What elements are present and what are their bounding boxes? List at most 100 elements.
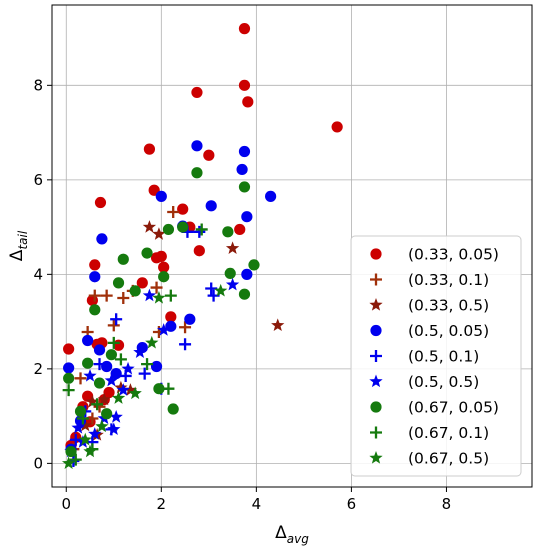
legend-label: (0.33, 0.5) [408, 297, 489, 315]
x-axis-label: Δavg [275, 523, 309, 546]
data-point [155, 190, 167, 202]
data-point [184, 313, 196, 325]
legend-marker [370, 248, 382, 260]
data-point [236, 163, 248, 176]
x-tick-label: 2 [157, 495, 167, 513]
series-2 [78, 220, 285, 441]
data-point [62, 384, 75, 397]
data-point [117, 253, 129, 265]
legend-box [350, 235, 522, 477]
data-point [88, 427, 102, 440]
data-point [104, 373, 119, 387]
data-point [93, 358, 106, 371]
data-point [145, 335, 159, 349]
data-point [225, 277, 240, 291]
data-point [143, 143, 156, 155]
data-point [248, 259, 260, 271]
data-point [114, 353, 127, 366]
legend-marker [370, 273, 382, 286]
data-point [150, 360, 163, 373]
legend-item: (0.5, 0.1) [370, 348, 479, 366]
data-point [76, 412, 89, 425]
data-point [234, 223, 246, 236]
data-point [107, 422, 121, 436]
y-tick-label: 0 [33, 454, 43, 472]
data-point [101, 408, 113, 420]
y-tick-label: 4 [33, 265, 43, 283]
series-7 [62, 223, 208, 466]
legend-item: (0.33, 0.1) [370, 271, 489, 289]
data-point [103, 386, 115, 399]
data-point [214, 283, 228, 297]
data-point [138, 367, 151, 380]
data-point [121, 361, 135, 375]
data-point [65, 445, 77, 458]
data-point [85, 394, 100, 408]
data-point [128, 386, 142, 400]
legend-item: (0.33, 0.5) [369, 297, 489, 315]
data-point [78, 432, 92, 446]
data-point [179, 321, 192, 334]
data-point [95, 419, 109, 433]
data-point [74, 372, 87, 385]
data-point [225, 241, 240, 255]
x-tick-label: 4 [252, 495, 262, 513]
data-point [238, 145, 251, 158]
legend-label: (0.33, 0.05) [408, 246, 499, 264]
legend-marker [369, 451, 383, 464]
data-point [94, 196, 107, 209]
data-point [191, 167, 203, 179]
data-point [110, 367, 122, 380]
data-point [195, 223, 208, 236]
data-point [241, 268, 253, 280]
data-point [153, 383, 165, 395]
legend-item: (0.67, 0.5) [369, 450, 489, 468]
legend-item: (0.5, 0.05) [370, 322, 489, 340]
legend-item: (0.67, 0.1) [370, 424, 489, 442]
data-point [63, 343, 75, 355]
data-point [224, 267, 236, 280]
data-point [179, 338, 192, 351]
series-0 [63, 23, 343, 452]
data-point [89, 271, 101, 283]
legend-label: (0.67, 0.05) [408, 399, 499, 417]
legend-item: (0.33, 0.05) [370, 246, 499, 264]
y-axis-label-base: Δ [7, 249, 27, 261]
data-point [177, 221, 189, 233]
x-tick-label: 8 [442, 495, 452, 513]
data-point [193, 225, 206, 238]
data-point [162, 382, 175, 395]
legend-label: (0.5, 0.05) [408, 322, 489, 340]
data-point [222, 226, 234, 238]
data-point [107, 319, 120, 332]
data-point [71, 420, 85, 434]
legend-marker [369, 298, 383, 311]
data-point [69, 453, 82, 466]
legend-label: (0.33, 0.1) [408, 271, 489, 289]
data-point [152, 290, 166, 304]
data-point [107, 336, 120, 349]
data-point [141, 247, 153, 259]
data-point [242, 96, 254, 108]
axis-ticks: 0 2 4 6 8 0 2 4 6 8 [33, 76, 451, 513]
series-1 [67, 205, 192, 456]
data-point [162, 223, 175, 236]
data-point [133, 345, 147, 358]
data-point [93, 344, 106, 356]
data-point [63, 362, 75, 374]
data-point [82, 357, 94, 369]
data-point [238, 23, 251, 35]
data-point [83, 444, 97, 458]
data-point [191, 86, 203, 99]
data-point [141, 358, 154, 371]
data-point [61, 456, 76, 470]
data-point [157, 323, 171, 336]
legend-marker [370, 401, 382, 413]
legend-marker [369, 374, 383, 388]
data-point [82, 334, 94, 347]
data-point [142, 220, 157, 233]
data-point [100, 289, 113, 302]
legend-label: (0.67, 0.5) [408, 450, 489, 468]
data-point [105, 349, 118, 361]
